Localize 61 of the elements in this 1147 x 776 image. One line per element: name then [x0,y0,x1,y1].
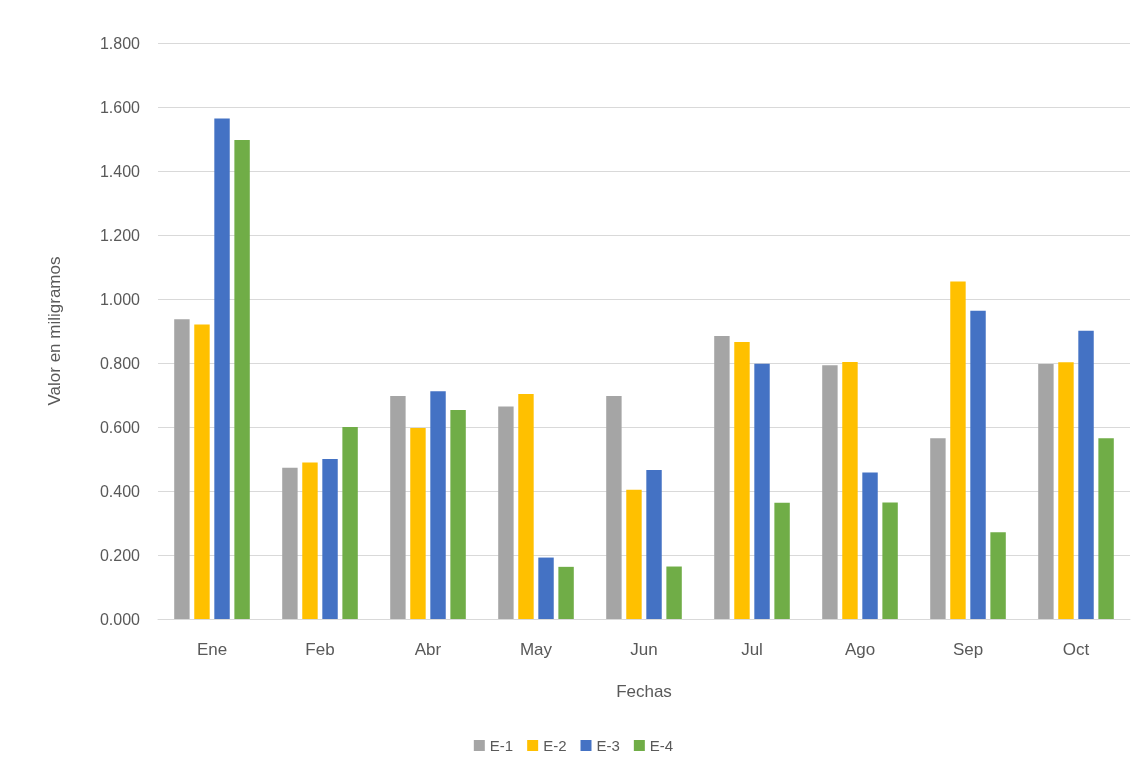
bar [538,557,554,619]
bar [1038,363,1054,619]
bar [666,566,682,619]
bar [282,467,298,619]
y-tick-label: 0.000 [99,610,141,628]
bar [714,336,730,619]
bar [734,341,750,619]
bar [234,139,250,619]
x-axis-title: Fechas [616,682,672,701]
legend-label: E-3 [596,737,620,754]
bar [322,459,338,619]
x-tick-label: Oct [1062,640,1090,659]
y-tick-label: 0.600 [99,418,141,436]
bar [174,319,190,619]
bar [822,365,838,619]
bar [498,406,514,619]
bar [194,324,210,619]
bar [754,363,770,619]
bar [930,438,946,619]
bar [558,566,574,619]
bar [1058,362,1074,619]
y-tick-label: 0.400 [99,482,141,500]
legend-label: E-2 [543,737,567,754]
bar [646,469,662,619]
bar [882,502,898,619]
y-tick-label: 1.000 [99,290,141,308]
x-tick-label: Feb [305,640,335,659]
y-tick-label: 1.400 [99,162,141,180]
bar [862,472,878,619]
bar [214,118,230,619]
legend-label: E-1 [489,737,514,754]
bar [390,395,406,619]
y-tick-label: 0.800 [99,354,141,372]
x-tick-label: Ago [844,640,876,659]
bar [626,489,642,619]
y-tick-label: 1.800 [99,34,141,52]
bar [430,391,446,619]
bar [774,502,790,619]
y-tick-label: 1.600 [99,98,141,116]
bar [842,362,858,619]
bar [450,410,466,619]
bar [410,427,426,619]
x-tick-label: Jul [741,640,763,659]
x-tick-label: Jun [630,640,658,659]
y-tick-label: 0.200 [99,546,141,564]
x-tick-label: Abr [414,640,442,659]
bar [970,310,986,619]
x-tick-label: Sep [952,640,984,659]
bar [1098,438,1114,619]
bar [990,532,1006,619]
y-axis-title: Valor en miligramos [45,256,64,406]
bar [518,394,534,619]
bar [302,462,318,619]
bar [342,427,358,619]
y-tick-label: 1.200 [99,226,141,244]
bar [1078,330,1094,619]
x-tick-label: Ene [196,640,228,659]
legend-label: E-4 [649,737,674,754]
bar [950,281,966,619]
x-tick-label: May [519,640,553,659]
bar [606,395,622,619]
